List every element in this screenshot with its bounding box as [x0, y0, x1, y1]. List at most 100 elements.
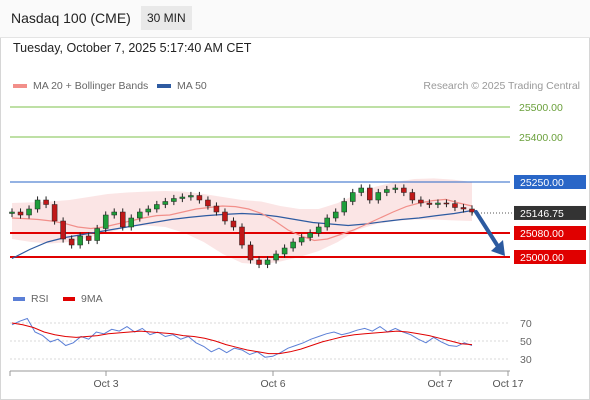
rsi-line: [11, 317, 473, 358]
candle-body: [43, 199, 49, 205]
candle-body: [85, 235, 92, 241]
ma20-line: [11, 198, 473, 242]
candle: [469, 205, 475, 216]
candle: [128, 214, 135, 231]
candle-body: [392, 187, 399, 190]
x-tick-label-oct-6: Oct 6: [260, 378, 285, 390]
candle-body: [409, 192, 416, 201]
rsi-tick-70: 70: [520, 318, 532, 330]
candle-body: [341, 201, 347, 213]
candle-body: [349, 192, 356, 202]
candle: [281, 244, 288, 258]
header-bar: Nasdaq 100 (CME) 30 MIN: [0, 0, 590, 38]
candle-body: [179, 196, 186, 199]
candle: [341, 197, 347, 216]
candle-body: [358, 187, 365, 193]
level-label-25500.00: 25500.00: [519, 102, 563, 114]
candle-body: [137, 211, 143, 219]
candle-body: [26, 208, 32, 216]
candle: [9, 208, 15, 218]
legend-label-rsi: RSI: [31, 293, 49, 305]
candle: [367, 184, 373, 204]
chart-timestamp: Tuesday, October 7, 2025 5:17:40 AM CET: [13, 41, 252, 55]
candle: [358, 184, 365, 197]
candle-body: [128, 217, 135, 228]
candle-body: [162, 201, 169, 205]
candle: [188, 191, 194, 201]
candle-body: [222, 211, 228, 222]
rsi-tick-30: 30: [520, 354, 532, 366]
level-label-25000.00: 25000.00: [520, 252, 564, 264]
candle-body: [307, 232, 313, 238]
candle: [375, 188, 382, 204]
candle-body: [256, 259, 262, 265]
candle: [60, 217, 66, 243]
candle-body: [68, 238, 75, 246]
candle-body: [315, 226, 322, 234]
candle: [290, 238, 296, 252]
candle: [264, 256, 271, 269]
candle-body: [332, 211, 339, 219]
level-label-25400.00: 25400.00: [519, 132, 563, 144]
bollinger-band: [12, 178, 472, 265]
candle-body: [94, 228, 100, 241]
instrument-title: Nasdaq 100 (CME): [11, 10, 131, 26]
candle: [196, 191, 203, 204]
candle-body: [443, 202, 450, 205]
candle-body: [426, 202, 433, 205]
candle: [85, 232, 92, 245]
candle-body: [9, 211, 15, 214]
candle: [384, 185, 390, 197]
candle: [77, 232, 83, 249]
candle-body: [171, 198, 177, 202]
legend-label-ma50: MA 50: [177, 80, 207, 92]
candle: [205, 196, 211, 210]
candle: [222, 208, 228, 225]
candle-body: [213, 205, 220, 213]
candle-body: [290, 241, 296, 249]
candle-body: [196, 195, 203, 201]
candle-body: [273, 253, 279, 261]
candle: [452, 200, 458, 212]
candle-body: [51, 204, 58, 222]
candle: [239, 223, 245, 249]
candle: [324, 214, 330, 231]
candle-body: [418, 199, 424, 204]
ma20-swatch: [13, 84, 27, 89]
x-tick-label-oct-7: Oct 7: [427, 378, 452, 390]
candle-body: [375, 192, 382, 201]
candle: [213, 202, 220, 216]
candle: [435, 199, 441, 209]
candle: [34, 196, 41, 213]
candle: [230, 217, 237, 231]
forecast-arrow-head: [491, 240, 505, 256]
candle: [102, 211, 109, 233]
candle-body: [401, 187, 407, 193]
candle: [119, 208, 126, 231]
candle: [273, 250, 279, 264]
x-tick-label-oct-3: Oct 3: [93, 378, 118, 390]
candle-body: [384, 189, 390, 193]
candle: [298, 233, 305, 246]
candle: [68, 235, 75, 249]
interval-button[interactable]: 30 MIN: [141, 6, 192, 30]
candle-body: [324, 217, 330, 228]
candle: [332, 208, 339, 222]
legend-item-rsi: RSI: [13, 293, 49, 305]
level-tag-25250.00: [514, 175, 586, 189]
level-label-25080.00: 25080.00: [520, 228, 564, 240]
candle-body: [298, 237, 305, 243]
candle-body: [102, 214, 109, 229]
candle: [418, 196, 424, 207]
candle-body: [247, 244, 254, 261]
level-tag-25080.00: [514, 226, 586, 240]
candle: [409, 188, 416, 204]
legend-item-rsi-ma: 9MA: [63, 293, 103, 305]
candle: [171, 194, 177, 206]
candle-body: [460, 207, 467, 210]
candle-body: [17, 211, 24, 216]
legend-label-ma20: MA 20 + Bollinger Bands: [33, 80, 149, 92]
candle: [43, 196, 49, 209]
candle-body: [60, 220, 66, 240]
